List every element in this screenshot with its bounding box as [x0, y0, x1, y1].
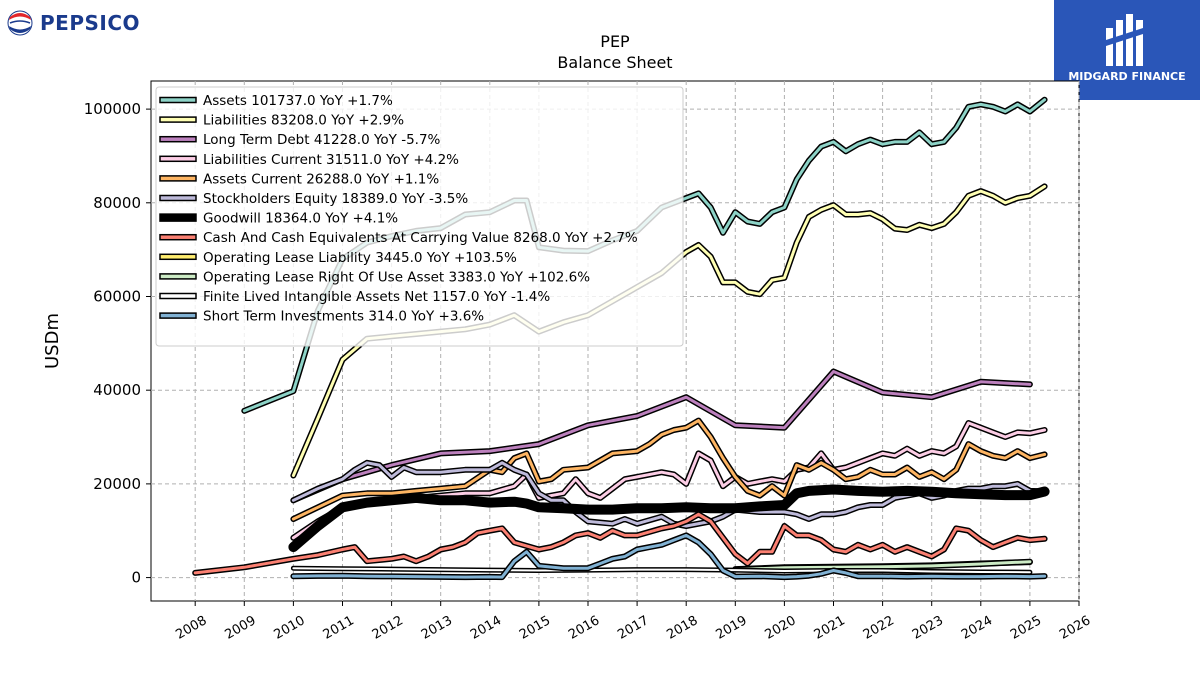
x-tick-label: 2011 [321, 613, 357, 643]
legend-swatch [159, 175, 197, 182]
legend-entry: Assets Current 26288.0 YoY +1.1% [203, 171, 439, 187]
legend-swatch [159, 116, 197, 123]
midgard-finance-text: MIDGARD FINANCE [1068, 70, 1186, 83]
y-tick-label: 100000 [84, 100, 141, 118]
legend-entry: Liabilities Current 31511.0 YoY +4.2% [203, 152, 459, 168]
series-short-term-investments [290, 532, 1048, 581]
x-tick-label: 2009 [222, 613, 258, 643]
x-tick-label: 2020 [763, 613, 799, 643]
x-tick-label: 2015 [517, 613, 553, 643]
x-tick-label: 2014 [468, 613, 504, 643]
x-tick-label: 2010 [272, 613, 308, 643]
x-tick-label: 2026 [1057, 613, 1093, 643]
legend-swatch [159, 96, 197, 104]
legend-swatch [159, 135, 197, 143]
series-finite-lived-intangible-assets-net [290, 565, 1033, 575]
legend-entry: Operating Lease Right Of Use Asset 3383.… [203, 269, 590, 285]
x-tick-label: 2017 [615, 613, 651, 643]
series-operating-lease-right-of-use-asset [732, 558, 1033, 573]
y-tick-label: 0 [131, 569, 141, 587]
series-line [193, 512, 1047, 575]
legend-swatch [159, 292, 197, 300]
legend-entry: Goodwill 18364.0 YoY +4.1% [203, 211, 398, 227]
series-line [291, 533, 1047, 579]
chart-subtitle: Balance Sheet [557, 53, 672, 72]
series-line [291, 370, 1032, 502]
y-tick-label: 40000 [93, 381, 141, 399]
x-tick-label: 2022 [861, 613, 897, 643]
y-axis-label: USDm [42, 313, 63, 369]
legend-entry: Finite Lived Intangible Assets Net 1157.… [203, 289, 550, 305]
legend-swatch [159, 233, 197, 241]
legend-entry: Long Term Debt 41228.0 YoY -5.7% [203, 132, 441, 148]
x-tick-label: 2013 [419, 613, 455, 643]
legend-swatch [159, 155, 197, 163]
series-line [733, 560, 1032, 572]
series-lines [192, 96, 1050, 581]
x-tick-label: 2023 [910, 613, 946, 643]
series-line [289, 486, 1049, 551]
y-tick-label: 80000 [93, 194, 141, 212]
chart-title: PEP [600, 32, 630, 51]
pepsico-wordmark: PEPSICO [40, 11, 141, 35]
legend-box [155, 86, 684, 347]
legend-entry: Assets 101737.0 YoY +1.7% [203, 93, 393, 109]
y-tick-label: 60000 [93, 287, 141, 305]
legend-entry: Cash And Cash Equivalents At Carrying Va… [203, 230, 638, 246]
x-tick-label: 2019 [713, 613, 749, 643]
x-tick-label: 2016 [566, 613, 602, 643]
x-tick-label: 2024 [959, 613, 995, 643]
series-cash-and-cash-equivalents-at-carrying-value [192, 511, 1048, 576]
legend-swatch [159, 312, 197, 319]
x-tick-label: 2021 [812, 613, 848, 643]
series-line [292, 567, 1031, 574]
legend-entry: Operating Lease Liability 3445.0 YoY +10… [203, 250, 517, 266]
x-tick-label: 2008 [173, 613, 209, 643]
x-tick-label: 2025 [1008, 613, 1044, 643]
x-tick-label: 2012 [370, 613, 406, 643]
y-tick-label: 20000 [93, 475, 141, 493]
series-long-term-debt [290, 368, 1033, 504]
legend-swatch [159, 194, 197, 202]
series-goodwill [288, 484, 1050, 553]
legend-entry: Stockholders Equity 18389.0 YoY -3.5% [203, 191, 468, 207]
pepsico-brand: PEPSICO [6, 6, 140, 40]
x-tick-label: 2018 [664, 613, 700, 643]
legend-swatch [159, 273, 197, 280]
midgard-monogram-icon [1106, 14, 1143, 66]
pepsico-globe-icon [7, 10, 33, 36]
legend-entry: Liabilities 83208.0 YoY +2.9% [203, 113, 404, 129]
legend: Assets 101737.0 YoY +1.7% Liabilities 832… [155, 86, 684, 347]
legend-swatch [159, 213, 197, 222]
legend-entry: Short Term Investments 314.0 YoY +3.6% [203, 309, 484, 325]
legend-swatch [159, 253, 197, 261]
